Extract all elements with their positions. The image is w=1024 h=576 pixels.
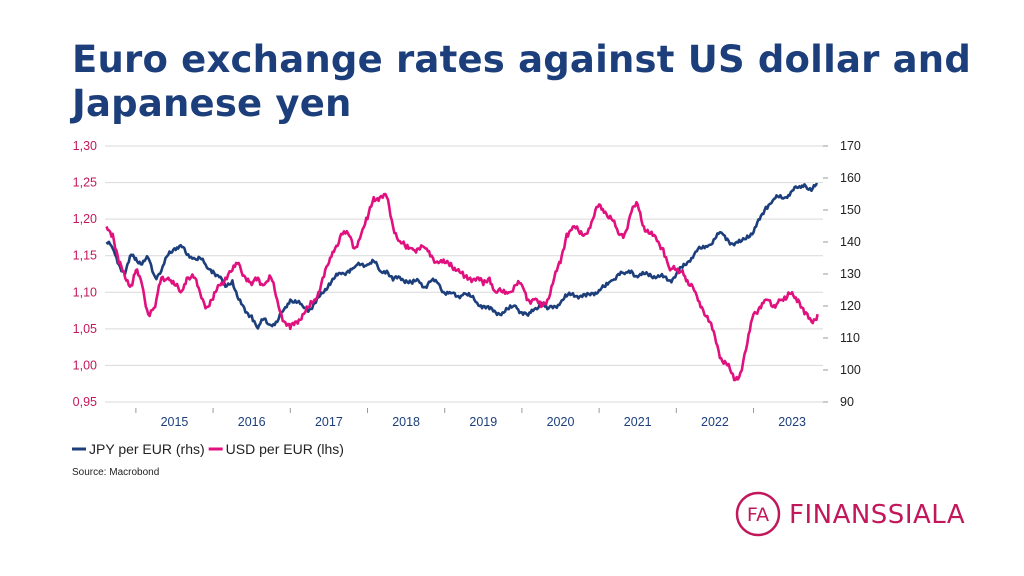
x-tick-label: 2017 [315,415,343,429]
right-axis: 90 100 110 120 130 140 150 160 170 [823,139,861,409]
x-tick-label: 2020 [547,415,575,429]
source-note: Source: Macrobond [72,467,160,478]
right-tick-label: 100 [840,363,861,377]
left-tick-label: 1,05 [73,322,97,336]
series-line-jpy [105,182,818,330]
right-tick-label: 130 [840,267,861,281]
left-tick-label: 1,25 [73,176,97,190]
brand-mark-icon: FA [735,491,781,537]
right-tick-label: 120 [840,299,861,313]
page-title: Euro exchange rates against US dollar an… [72,38,972,125]
right-tick-label: 110 [840,331,860,345]
legend-label: JPY per EUR (rhs) [89,441,205,457]
chart-grid [105,145,823,403]
series-layer [105,182,819,382]
legend-label: USD per EUR (lhs) [226,441,344,457]
brand-name: FINANSSIALA [789,500,966,530]
x-tick-label: 2018 [392,415,420,429]
x-tick-label: 2015 [161,415,189,429]
right-tick-label: 90 [840,395,854,409]
brand-logo: FA FINANSSIALA [734,490,984,540]
left-tick-label: 1,20 [73,212,97,226]
series-line-usd [105,192,819,382]
brand-mark-text: FA [747,504,769,526]
x-axis: 2015 2016 2017 2018 2019 2020 2021 2022 2023 [135,408,806,429]
left-tick-label: 1,10 [73,285,97,299]
left-axis: 0,95 1,00 1,05 1,10 1,15 1,20 1,25 1,30 [73,139,97,409]
left-tick-label: 0,95 [73,395,97,409]
right-tick-label: 160 [840,171,861,185]
right-tick-label: 140 [840,235,861,249]
right-tick-label: 170 [840,139,861,153]
left-tick-label: 1,15 [73,249,97,263]
x-tick-label: 2016 [238,415,266,429]
left-tick-label: 1,30 [73,139,97,153]
chart-legend: JPY per EUR (rhs) USD per EUR (lhs) [72,441,344,457]
x-tick-label: 2023 [778,415,806,429]
right-tick-label: 150 [840,203,861,217]
left-tick-label: 1,00 [73,358,97,372]
x-tick-label: 2019 [469,415,497,429]
x-tick-label: 2021 [624,415,652,429]
x-tick-label: 2022 [701,415,729,429]
